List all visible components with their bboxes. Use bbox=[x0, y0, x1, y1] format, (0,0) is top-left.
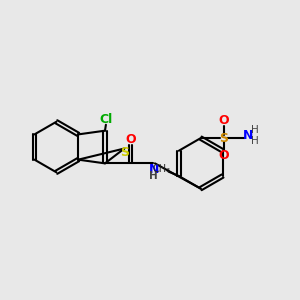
Text: N: N bbox=[148, 164, 159, 176]
Text: H: H bbox=[149, 171, 158, 181]
Text: O: O bbox=[218, 114, 229, 127]
Text: S: S bbox=[120, 146, 129, 160]
Text: N: N bbox=[243, 129, 254, 142]
Text: O: O bbox=[125, 133, 136, 146]
Text: S: S bbox=[219, 132, 228, 145]
Text: Cl: Cl bbox=[100, 113, 113, 126]
Text: H: H bbox=[251, 136, 259, 146]
Text: CH₃: CH₃ bbox=[153, 164, 171, 174]
Text: O: O bbox=[218, 149, 229, 162]
Text: H: H bbox=[251, 125, 259, 135]
